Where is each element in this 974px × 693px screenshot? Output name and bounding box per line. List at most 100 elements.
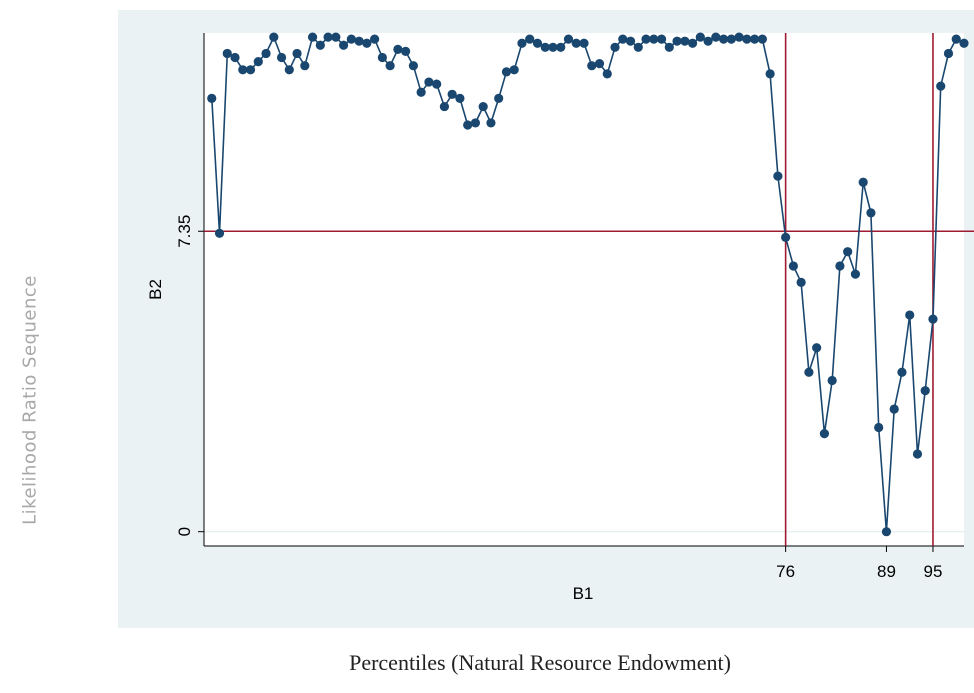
data-point [936,81,946,91]
data-point [354,36,364,46]
data-point [897,367,907,377]
data-point [401,46,411,56]
data-point [525,34,535,44]
x-tick-label: 89 [877,562,896,581]
data-point [315,40,325,50]
data-point [850,269,861,279]
data-point [594,59,605,69]
data-point [362,38,372,48]
data-point [874,422,884,433]
data-point [587,61,597,71]
data-point [230,52,240,63]
data-point [245,65,256,75]
data-point [463,120,473,130]
data-point [920,386,930,396]
data-point [796,277,806,287]
data-point [827,375,837,386]
side-title: Likelihood Ratio Sequence [19,275,41,525]
data-point [889,404,899,414]
y-tick-label: 0 [175,527,194,536]
data-point [672,36,682,46]
data-point [742,34,752,44]
data-point [276,52,287,63]
data-point [905,310,915,320]
data-point [687,38,698,48]
data-point [300,61,310,71]
data-point [610,42,620,52]
data-point [633,42,643,52]
data-point [207,93,217,104]
data-point [323,32,333,42]
data-point [757,34,767,44]
data-point [307,32,318,42]
data-point [781,232,791,242]
data-point [579,38,589,48]
data-point [517,38,527,48]
data-point [238,65,248,75]
data-point [494,93,504,104]
x-axis-title: B1 [573,584,594,603]
data-point [641,34,651,44]
data-point [416,87,426,97]
data-point [214,228,225,238]
data-point [509,65,519,75]
data-point [432,79,442,89]
data-point [765,69,775,79]
data-point [951,34,961,44]
data-point [718,34,729,44]
data-point [750,34,760,44]
data-point [269,32,279,42]
data-point [532,38,543,48]
data-point [602,69,612,79]
data-point [439,101,450,112]
data-point [703,36,713,46]
data-point [470,118,481,128]
data-point [393,44,403,54]
data-point [338,40,349,50]
data-point [540,42,550,52]
data-point [649,34,659,44]
data-point [625,36,636,46]
data-point [711,32,721,42]
page-title: Percentiles (Natural Resource Endowment) [349,650,731,675]
data-point [656,34,667,44]
data-point [788,261,798,271]
data-point [556,42,566,52]
data-point [261,48,271,59]
data-point [773,171,783,181]
data-point [377,52,387,63]
data-point [928,314,938,324]
data-point [881,527,892,537]
y-axis-title: B2 [146,279,165,300]
data-point [408,61,418,71]
data-point [478,101,488,112]
data-point [858,177,868,187]
data-point [680,36,690,46]
x-tick-label: 76 [776,562,795,581]
data-point [424,77,434,87]
x-tick-label: 95 [924,562,943,581]
data-point [726,34,736,44]
data-point [486,118,496,128]
data-point [571,38,581,48]
data-point [812,343,822,353]
data-point [346,34,356,44]
data-point [959,38,969,48]
data-point [835,261,845,271]
data-point [385,61,395,71]
data-point [664,42,674,52]
data-point [819,428,830,439]
data-point [501,67,512,77]
data-point [843,247,853,257]
y-tick-label: 7.35 [175,215,194,248]
data-point [804,367,814,377]
data-point [447,89,457,99]
data-point [331,32,341,42]
data-point [943,48,954,59]
data-point [284,65,294,75]
plot-region [204,33,964,546]
data-point [912,449,923,459]
data-point [292,48,302,59]
